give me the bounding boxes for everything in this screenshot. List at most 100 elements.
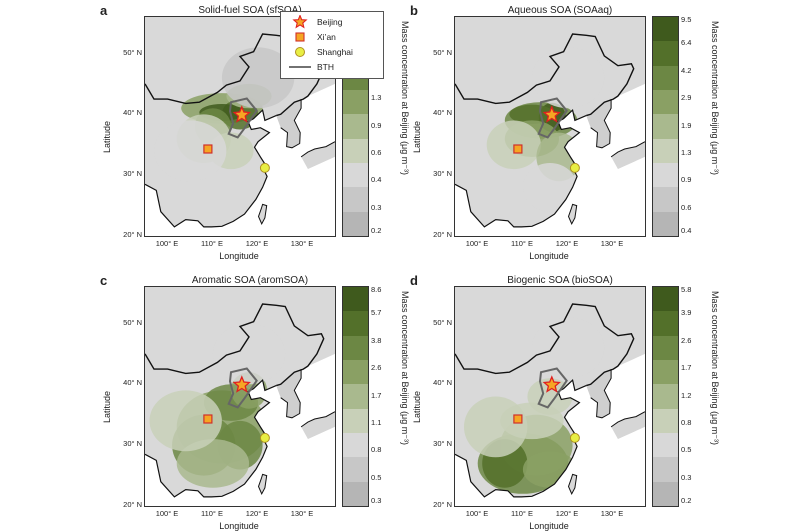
x-tick-label: 110° E [510,239,534,248]
colorbar-tick-label: 0.9 [681,175,692,184]
bth-boundary [537,367,568,409]
colorbar-tick-label: 2.6 [681,336,692,345]
coastline [145,108,277,228]
y-tick-label: 50° N [123,48,142,57]
beijing-star-icon [542,105,561,123]
legend-label: Beijing [317,17,343,27]
colorbar-tick-label: 0.6 [371,148,382,157]
y-axis-label: Latitude [412,120,422,153]
colorbar-band [653,287,678,312]
taiwan [567,203,578,225]
circle-icon [287,45,313,59]
beijing-star-icon [232,105,251,123]
colorbar-tick-label: 0.3 [371,203,382,212]
concentration-blob [531,317,605,379]
colorbar-tick-label: 2.9 [681,93,692,102]
sea-mask [145,380,335,506]
beijing-star-icon [232,375,251,393]
korea-land [276,369,304,418]
panel-b: b Aqueous SOA (SOAaq) 50° N 40° N 30° N 20° N… [410,3,780,261]
concentration-blob [531,47,605,109]
x-tick-label: 120° E [555,239,579,248]
xian-square-icon [203,414,213,424]
korea-coast [590,99,612,149]
colorbar-label: Mass concentration at Beijing (μg m⁻³) [400,291,410,445]
coastline [145,378,277,498]
colorbar-band [653,187,678,213]
concentration-map [455,287,645,506]
colorbar-band [653,163,678,188]
colorbar [652,16,679,237]
legend-label: Shanghai [317,47,353,57]
china-border [455,33,635,117]
concentration-blob [149,390,222,452]
shanghai-circle-icon [259,432,270,443]
concentration-blob [176,439,250,488]
x-tick-label: 120° E [245,239,269,248]
colorbar-tick-label: 0.9 [371,121,382,130]
korea-coast [280,369,302,419]
coastline [455,108,587,228]
colorbar [652,286,679,507]
colorbar-tick-label: 2.6 [371,363,382,372]
concentration-blob [221,47,295,109]
colorbar-band [653,481,678,507]
y-tick-label: 50° N [123,318,142,327]
concentration-blob [464,396,528,458]
y-tick-label: 40° N [123,108,142,117]
taiwan [257,203,268,225]
panel-letter: b [410,3,418,18]
concentration-blob [522,163,578,212]
panel-title: Aromatic SOA (aromSOA) [191,275,309,286]
japan-coast [300,141,335,158]
korea-land [586,99,614,148]
colorbar-tick-label: 3.8 [371,336,382,345]
x-axis-label: Longitude [219,521,259,531]
x-tick-label: 110° E [200,509,224,518]
beijing-star-icon [542,375,561,393]
panel-title: Solid-fuel SOA (sfSOA) [198,5,302,16]
y-tick-label: 50° N [433,318,452,327]
colorbar-tick-label: 5.8 [681,285,692,294]
shanghai-circle-icon [569,432,580,443]
y-tick-label: 30° N [433,439,452,448]
colorbar-band [653,41,678,67]
japan-coast [300,411,335,428]
colorbar-band [343,211,368,237]
x-tick-label: 110° E [200,239,224,248]
y-tick-label: 30° N [123,439,142,448]
colorbar-band [343,138,368,164]
colorbar-tick-label: 0.2 [371,226,382,235]
concentration-map [145,287,335,506]
shanghai-circle-icon [569,162,580,173]
map-area [454,286,646,507]
colorbar-band [653,211,678,237]
legend-item: BTH [287,60,334,74]
star-icon [287,14,313,29]
panel-letter: c [100,273,108,288]
colorbar-band [343,408,368,434]
colorbar-tick-label: 0.5 [681,445,692,454]
concentration-map [455,17,645,236]
colorbar-tick-label: 1.1 [371,418,382,427]
legend-item: Beijing [287,14,343,29]
concentration-field [464,317,605,494]
x-axis-label: Longitude [529,251,569,261]
square-icon [287,30,313,44]
colorbar-band [653,311,678,337]
legend-label: BTH [317,62,334,72]
line-icon [287,60,313,74]
japan-land [611,411,645,440]
china-border [455,303,635,387]
colorbar-band [653,360,678,385]
x-tick-label: 130° E [600,239,624,248]
colorbar-band [343,114,368,140]
colorbar-band [653,408,678,434]
colorbar-band [653,457,678,483]
panel-c: c Aromatic SOA (aromSOA) 50° N 40° N 30° N 20… [100,273,470,531]
y-tick-label: 20° N [123,230,142,239]
colorbar-band [653,335,678,361]
xian-square-icon [203,144,213,154]
x-tick-label: 100° E [155,239,179,248]
shanghai-circle-icon [259,162,270,173]
